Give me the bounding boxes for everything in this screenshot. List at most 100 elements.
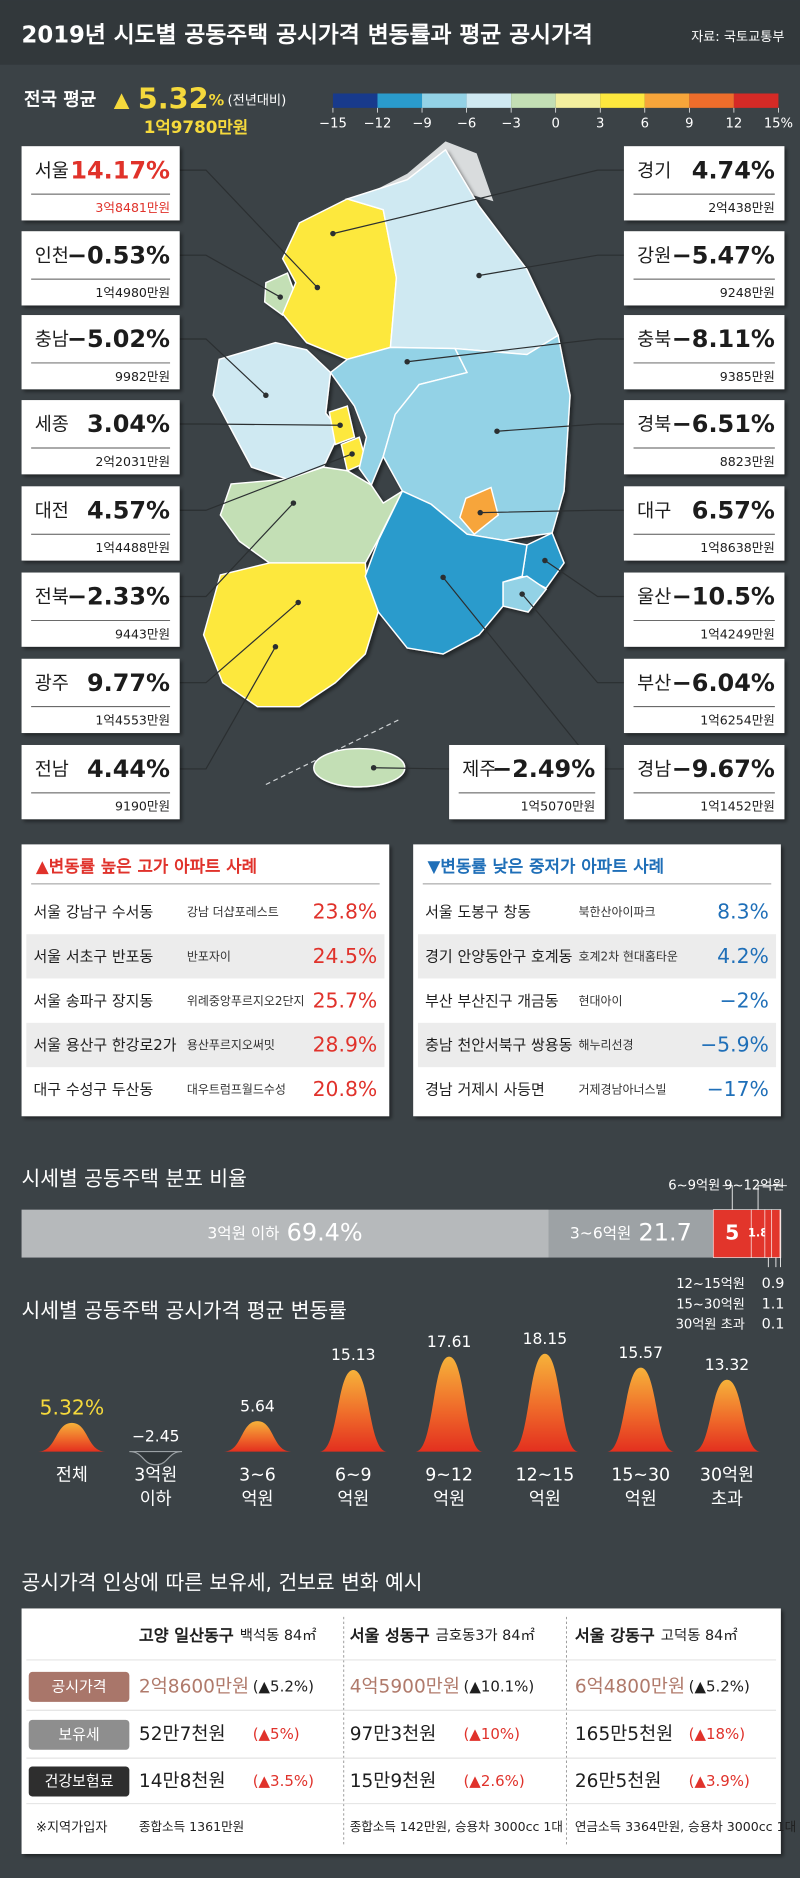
case-change: −5.9%: [700, 1033, 769, 1057]
region-box: 경남 −9.67% 1억1452만원: [623, 744, 785, 820]
bell-category: 전체: [56, 1466, 88, 1486]
cell-change: (▲18%): [689, 1725, 745, 1743]
note: 종합소득 1361만원: [139, 1819, 244, 1834]
legend-cell: [600, 93, 645, 108]
cell-change: (▲2.6%): [463, 1771, 524, 1789]
leader-dot: [272, 644, 279, 650]
title-bar: [0, 0, 800, 65]
bar-segment: [764, 1209, 773, 1258]
leader-line: [179, 169, 318, 288]
section-title: 시세별 공동주택 공시가격 평균 변동률: [22, 1298, 347, 1322]
case-area: 경남 거제시 사등면: [425, 1080, 545, 1098]
segment-value: 5: [725, 1221, 739, 1245]
case-title: ▼변동률 낮은 중저가 아파트 사례: [428, 856, 665, 876]
national-price: 1억9780만원: [144, 117, 249, 137]
legend-cell: [689, 93, 734, 108]
national-change: 5.32%: [138, 82, 225, 116]
leader-dot: [263, 392, 269, 399]
row-pill: [28, 1671, 130, 1702]
leader-line: [179, 423, 341, 426]
case-apartment: 강남 더샵포레스트: [187, 905, 279, 919]
region-price: 1억4980만원: [95, 285, 170, 300]
legend-tick-label: −15: [319, 116, 347, 131]
source: 자료: 국토교통부: [691, 29, 784, 45]
leader-line: [496, 423, 624, 432]
case-panel: [21, 844, 390, 1117]
case-apartment: 대우트럼프월드수성: [187, 1082, 286, 1096]
case-panel: [413, 844, 781, 1117]
region-name: 전북: [35, 587, 69, 608]
case-area: 충남 천안서북구 쌍용동: [425, 1036, 572, 1054]
cell: 4억5900만원 (▲10.1%): [350, 1676, 535, 1697]
case-area: 서울 도봉구 창동: [425, 903, 531, 921]
segment-label: 3~6억원 21.7: [570, 1219, 692, 1247]
column-area: 백석동 84㎡: [240, 1627, 317, 1644]
region-price: 9385만원: [720, 369, 775, 384]
region-box: 대전 4.57% 1억4488만원: [21, 486, 180, 561]
cell: 2억8600만원 (▲5.2%): [139, 1676, 314, 1697]
note: 종합소득 142만원, 승용차 3000cc 1대: [350, 1819, 563, 1834]
region-box: 전남 4.44% 9190만원: [21, 744, 180, 820]
case-row-bg: [26, 934, 385, 979]
region-box: 울산 −10.5% 1억4249만원: [623, 572, 785, 647]
bell: [129, 1450, 183, 1466]
segment-connector: [722, 1185, 733, 1210]
region-name: 경남: [637, 760, 671, 781]
region-change: −2.49%: [492, 755, 595, 783]
case-area: 서울 서초구 반포동: [34, 947, 154, 965]
national-label: 전국 평균: [24, 90, 96, 111]
bell: [415, 1356, 483, 1452]
segment-value: 69.4%: [287, 1219, 363, 1247]
legend-tick-label: 9: [685, 116, 693, 131]
region-box: 충남−5.02% 9982만원: [21, 315, 180, 390]
region-box-bg: [21, 146, 180, 221]
cell: 6억4800만원 (▲5.2%): [575, 1676, 750, 1697]
column-area: 금호동3가 84㎡: [436, 1627, 535, 1644]
case-change: 28.9%: [313, 1033, 378, 1057]
case-change: −2%: [720, 988, 769, 1012]
region-price: 2억2031만원: [95, 454, 170, 469]
segment-value: 1.8: [748, 1226, 768, 1240]
legend-tick-label: −3: [501, 116, 520, 131]
region-box-bg: [449, 744, 605, 820]
region-change: −9.67%: [672, 755, 775, 783]
legend-tick-label: −6: [457, 116, 476, 131]
bell-value: 5.32%: [40, 1396, 105, 1420]
column-area: 고덕동 84㎡: [661, 1627, 738, 1644]
bell-category: 9~12: [425, 1466, 473, 1486]
leader-line: [332, 169, 624, 235]
case-change: 4.2%: [717, 944, 769, 968]
case-apartment: 북한산아이파크: [578, 905, 655, 919]
region-price: 1억5070만원: [521, 799, 596, 814]
segment-name: 3~6억원: [570, 1224, 631, 1242]
bell-category: 6~9: [335, 1466, 372, 1486]
legend-tick-label: 6: [641, 116, 649, 131]
cell: 97만3천원 (▲10%): [350, 1724, 520, 1745]
region-name: 울산: [637, 587, 671, 608]
bell-category: 12~15: [516, 1466, 575, 1486]
region-box-bg: [21, 315, 180, 390]
map-region: [202, 562, 380, 708]
bell-category: 30억원: [700, 1466, 754, 1486]
bell: [693, 1379, 761, 1452]
segment-name: 3억원 이하: [207, 1224, 279, 1242]
case-row-bg: [417, 1022, 777, 1068]
column-header: 서울 강동구 고덕동 84㎡: [575, 1626, 738, 1645]
region-name: 강원: [637, 246, 671, 267]
region-change: −5.02%: [67, 325, 170, 353]
region-name: 대구: [637, 501, 671, 522]
cell-change: (▲3.9%): [689, 1771, 750, 1789]
leader-dot: [295, 599, 301, 606]
region-box-bg: [623, 486, 785, 561]
region-box: 서울 14.17% 3억8481만원: [21, 146, 180, 221]
region-box-bg: [21, 572, 180, 647]
region-box: 세종 3.04% 2억2031만원: [21, 400, 180, 475]
legend-tick-label: 3: [596, 116, 604, 131]
region-box-bg: [623, 231, 785, 306]
cell-amount: 2억8600만원: [139, 1676, 249, 1697]
leader-dot: [290, 500, 297, 506]
region-box-bg: [623, 744, 785, 820]
row-pill: [28, 1766, 130, 1797]
legend-cell: [733, 93, 779, 108]
cell-amount: 15만9천원: [350, 1770, 437, 1791]
